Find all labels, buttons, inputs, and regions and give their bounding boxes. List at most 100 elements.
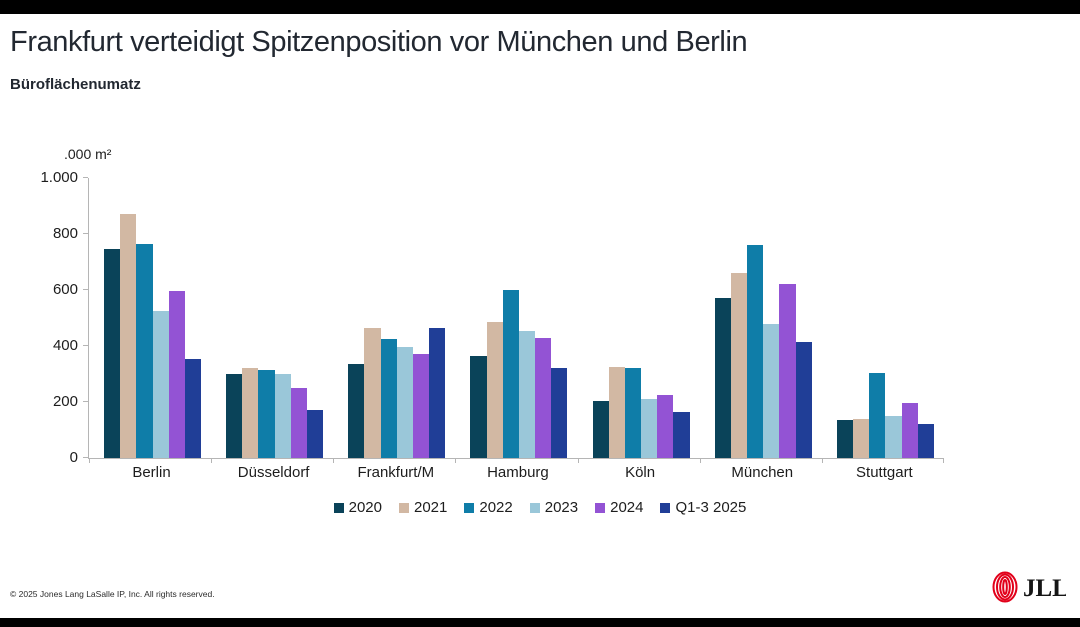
bar-2024 xyxy=(901,403,918,458)
y-tick-label: 1.000 xyxy=(40,169,78,186)
x-axis-label-m-nchen: München xyxy=(731,464,794,481)
bar-group-k-ln xyxy=(592,178,690,458)
y-tick-mark xyxy=(83,345,88,346)
bar-q1-3-2025 xyxy=(429,327,446,458)
legend-item-2020: 2020 xyxy=(333,499,382,516)
legend-label: 2022 xyxy=(479,499,513,516)
bar-q1-3-2025 xyxy=(307,410,324,458)
bar-2020 xyxy=(226,374,243,458)
y-tick-label: 400 xyxy=(52,337,78,354)
x-tick-mark xyxy=(577,458,579,463)
y-tick-mark xyxy=(83,233,88,234)
x-axis-label-berlin: Berlin xyxy=(132,464,171,481)
legend-swatch-icon xyxy=(595,502,606,513)
bar-2022 xyxy=(747,245,764,458)
jll-logo-text: JLL xyxy=(1023,575,1066,602)
bar-2023 xyxy=(274,374,291,458)
bar-2022 xyxy=(624,368,642,458)
x-axis-label-d-sseldorf: Düsseldorf xyxy=(237,464,310,481)
y-tick-mark xyxy=(83,457,88,458)
top-border-bar xyxy=(0,0,1080,14)
x-tick-mark xyxy=(455,458,457,463)
legend-label: 2023 xyxy=(544,499,579,516)
legend-swatch-icon xyxy=(398,502,409,513)
legend-swatch-icon xyxy=(333,502,344,513)
legend-label: 2020 xyxy=(348,499,382,516)
bar-2021 xyxy=(730,273,748,458)
bar-2023 xyxy=(763,323,780,458)
bar-group-m-nchen xyxy=(714,178,812,458)
bar-2020 xyxy=(592,400,609,458)
x-tick-mark xyxy=(699,458,701,463)
bar-2021 xyxy=(608,367,625,458)
x-axis-label-stuttgart: Stuttgart xyxy=(856,464,913,481)
x-axis-label-frankfurt-m: Frankfurt/M xyxy=(357,464,435,481)
legend-label: 2024 xyxy=(610,499,644,516)
legend-item-2023: 2023 xyxy=(529,499,579,516)
bar-2023 xyxy=(518,330,536,458)
bar-2020 xyxy=(836,420,854,458)
bar-group-hamburg xyxy=(470,178,568,458)
bar-2024 xyxy=(535,337,552,458)
bar-2022 xyxy=(380,339,397,458)
bar-q1-3-2025 xyxy=(673,411,690,458)
bar-2022 xyxy=(136,243,153,458)
bar-2021 xyxy=(242,368,259,458)
x-tick-mark xyxy=(821,458,823,463)
legend-swatch-icon xyxy=(660,502,671,513)
bar-q1-3-2025 xyxy=(551,368,568,458)
bar-q1-3-2025 xyxy=(795,341,812,458)
bottom-border-bar xyxy=(0,618,1080,627)
bar-2021 xyxy=(853,418,870,458)
bar-2023 xyxy=(152,311,169,458)
chart-subtitle: Büroflächenumatz xyxy=(10,76,141,93)
bar-2021 xyxy=(486,322,503,458)
bar-group-berlin xyxy=(104,178,202,458)
bar-2024 xyxy=(412,354,430,458)
bar-q1-3-2025 xyxy=(917,424,934,458)
legend-item-2024: 2024 xyxy=(595,499,643,516)
x-tick-mark xyxy=(333,458,335,463)
bar-2021 xyxy=(120,214,137,458)
legend-swatch-icon xyxy=(464,502,475,513)
y-tick-label: 200 xyxy=(52,393,78,410)
chart-title: Frankfurt verteidigt Spitzenposition vor… xyxy=(10,26,748,58)
bar-2020 xyxy=(104,249,121,458)
y-tick-label: 0 xyxy=(69,449,78,466)
y-tick-label: 600 xyxy=(52,281,78,298)
legend-item-2022: 2022 xyxy=(464,499,513,516)
bar-group-stuttgart xyxy=(836,178,934,458)
copyright-text: © 2025 Jones Lang LaSalle IP, Inc. All r… xyxy=(10,589,215,599)
bar-2021 xyxy=(364,327,381,458)
bar-2022 xyxy=(258,369,275,458)
bar-2020 xyxy=(714,298,731,458)
legend-item-2021: 2021 xyxy=(398,499,448,516)
bar-2024 xyxy=(290,388,307,458)
bar-2024 xyxy=(779,284,796,458)
bar-2022 xyxy=(502,290,519,458)
bar-2020 xyxy=(348,364,365,458)
legend-swatch-icon xyxy=(529,502,540,513)
x-tick-mark xyxy=(943,458,944,463)
x-axis-label-hamburg: Hamburg xyxy=(487,464,549,481)
bar-group-d-sseldorf xyxy=(226,178,324,458)
bar-2023 xyxy=(885,416,902,458)
bar-2020 xyxy=(470,355,487,458)
chart-legend: 2020 2021 2022 2023 2024 Q1-3 2025 xyxy=(0,499,1080,516)
plot-area xyxy=(83,177,944,463)
x-axis-label-k-ln: Köln xyxy=(625,464,656,481)
legend-label: 2021 xyxy=(413,499,448,516)
x-tick-mark xyxy=(89,458,90,463)
y-tick-mark xyxy=(83,401,88,402)
y-tick-label: 800 xyxy=(52,225,78,242)
bar-2023 xyxy=(641,399,658,458)
y-tick-mark xyxy=(83,177,88,178)
bar-2024 xyxy=(168,291,185,458)
x-tick-mark xyxy=(211,458,213,463)
jll-rings-icon xyxy=(992,571,1018,603)
bar-group-frankfurt-m xyxy=(348,178,446,458)
bar-2024 xyxy=(657,395,674,458)
bar-q1-3-2025 xyxy=(184,358,202,458)
y-axis-unit-label: .000 m² xyxy=(64,146,112,162)
legend-label: Q1-3 2025 xyxy=(675,499,747,516)
